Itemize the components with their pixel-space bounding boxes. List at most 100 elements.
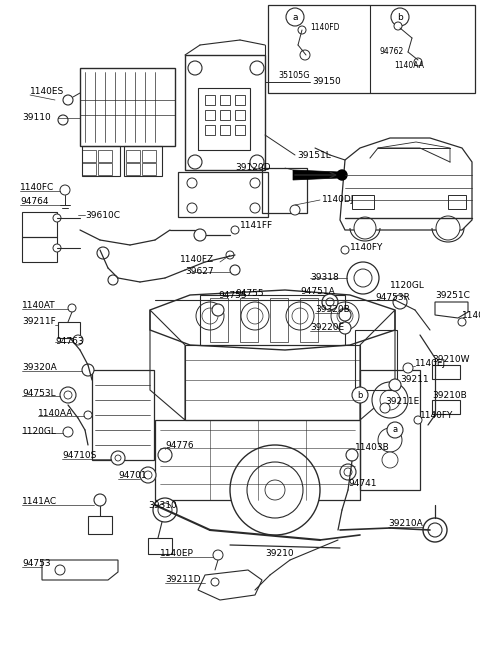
Circle shape [403, 363, 413, 373]
Bar [210, 298, 228, 342]
Circle shape [53, 244, 61, 252]
Bar [92, 370, 154, 460]
Text: 1141FF: 1141FF [240, 220, 273, 230]
Text: 94751A: 94751A [300, 287, 335, 297]
Circle shape [340, 464, 356, 480]
Bar [198, 88, 250, 150]
Circle shape [414, 416, 422, 424]
Circle shape [213, 550, 223, 560]
Bar [98, 163, 112, 175]
Text: 94710S: 94710S [62, 451, 96, 461]
Text: 94763: 94763 [55, 337, 84, 346]
Bar [220, 95, 230, 105]
Circle shape [380, 403, 390, 413]
Text: 94753: 94753 [22, 560, 50, 569]
Text: 1140FY: 1140FY [350, 243, 384, 253]
Circle shape [322, 294, 338, 310]
Bar [126, 150, 140, 162]
Circle shape [196, 302, 224, 330]
Circle shape [230, 265, 240, 275]
Circle shape [423, 518, 447, 542]
Text: 94755: 94755 [218, 291, 247, 300]
Text: 1141AC: 1141AC [22, 497, 57, 506]
Bar [262, 168, 307, 213]
Polygon shape [293, 170, 340, 180]
Circle shape [391, 8, 409, 26]
Circle shape [140, 467, 156, 483]
Circle shape [337, 308, 353, 324]
Circle shape [188, 61, 202, 75]
Text: 39320A: 39320A [22, 363, 57, 373]
Circle shape [115, 455, 121, 461]
Text: 1140FD: 1140FD [310, 24, 339, 33]
Circle shape [292, 308, 308, 324]
Circle shape [211, 578, 219, 586]
Text: 1140AT: 1140AT [462, 312, 480, 321]
Bar [432, 400, 460, 414]
Bar [360, 370, 420, 490]
Text: 94755: 94755 [235, 289, 264, 298]
Text: 39251C: 39251C [435, 291, 470, 300]
Circle shape [250, 61, 264, 75]
Bar [205, 95, 215, 105]
Bar [220, 125, 230, 135]
Text: 94764: 94764 [20, 197, 48, 207]
Circle shape [212, 304, 224, 316]
Text: 94701: 94701 [118, 472, 146, 480]
Circle shape [94, 494, 106, 506]
Text: a: a [393, 426, 397, 434]
Bar [142, 150, 156, 162]
Circle shape [158, 503, 172, 517]
Circle shape [73, 335, 83, 345]
Circle shape [250, 203, 260, 213]
Text: a: a [292, 12, 298, 22]
Circle shape [187, 178, 197, 188]
Bar [205, 110, 215, 120]
Circle shape [337, 170, 347, 180]
Circle shape [341, 246, 349, 254]
Text: 1120GL: 1120GL [390, 281, 425, 291]
Circle shape [414, 58, 422, 66]
Circle shape [84, 411, 92, 419]
Text: 94776: 94776 [165, 441, 193, 451]
Circle shape [354, 217, 376, 239]
Circle shape [60, 185, 70, 195]
Text: 39220E: 39220E [310, 323, 344, 333]
Text: 1120GL: 1120GL [22, 426, 57, 436]
Circle shape [347, 262, 379, 294]
Circle shape [187, 203, 197, 213]
Circle shape [63, 427, 73, 437]
Circle shape [290, 205, 300, 215]
Circle shape [68, 304, 76, 312]
Circle shape [436, 216, 460, 240]
Circle shape [344, 468, 352, 476]
Circle shape [298, 26, 306, 34]
Bar [155, 420, 360, 500]
Text: 1140EP: 1140EP [160, 550, 194, 558]
Text: 39110: 39110 [22, 113, 51, 123]
Bar [432, 365, 460, 379]
Circle shape [394, 22, 402, 30]
Circle shape [188, 155, 202, 169]
Circle shape [286, 302, 314, 330]
Bar [300, 298, 318, 342]
Bar [148, 538, 172, 554]
Text: 1140AA: 1140AA [394, 60, 424, 70]
Bar [355, 330, 397, 390]
Text: 1140FY: 1140FY [420, 411, 454, 419]
Text: 39151L: 39151L [297, 150, 331, 159]
Circle shape [97, 247, 109, 259]
Text: 35105G: 35105G [278, 70, 310, 79]
Circle shape [339, 309, 351, 321]
Text: 39310: 39310 [148, 501, 177, 510]
Text: b: b [357, 390, 363, 400]
Bar [124, 146, 162, 176]
Text: 39211D: 39211D [165, 575, 201, 584]
Text: 39610C: 39610C [85, 211, 120, 220]
Bar [352, 195, 374, 209]
Circle shape [82, 364, 94, 376]
Circle shape [231, 226, 239, 234]
Circle shape [63, 95, 73, 105]
Bar [235, 110, 245, 120]
Circle shape [393, 295, 407, 309]
